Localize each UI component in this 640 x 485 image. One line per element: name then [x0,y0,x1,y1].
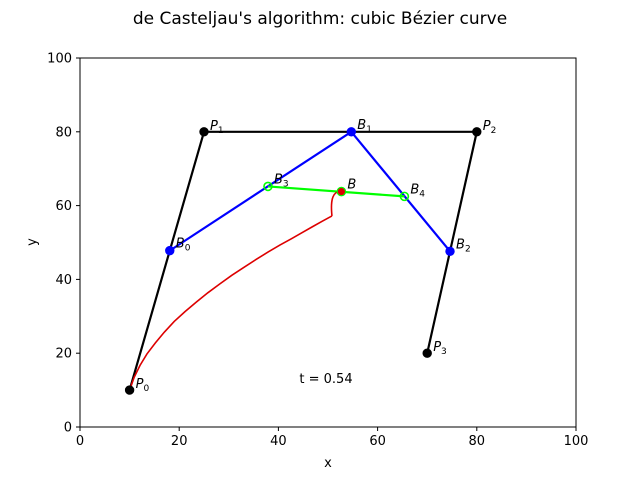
y-tick-label: 40 [55,273,72,288]
level2-point [263,181,273,192]
curve-point-B-label: B [347,178,356,193]
level1-point-label-letter: B [456,237,465,252]
level2-point-label: B4 [410,182,425,199]
x-tick-label: 0 [76,434,84,449]
t-annotation: t = 0.54 [299,372,352,387]
y-tick-label: 100 [47,52,72,67]
level2-point-label-subscript: 3 [283,179,289,189]
control-point-label: P3 [433,340,447,357]
level1-point [165,245,175,256]
y-tick-label: 60 [55,199,72,214]
control-point-label: P1 [210,119,224,136]
control-point-label-letter: P [483,119,491,134]
level1-point-label: B2 [456,237,471,254]
bezier-curve [128,215,333,391]
control-point-label-letter: P [136,377,144,392]
control-point [422,348,432,358]
level2-point [399,191,410,202]
x-tick-label: 100 [564,434,589,449]
control-point [199,127,209,137]
level2-point-label-letter: B [410,182,419,197]
control-point [472,127,482,137]
level1-point-label: B1 [357,118,372,135]
plot-frame [79,57,577,428]
y-axis-label: y [25,238,40,246]
control-point-label-subscript: 1 [218,126,224,136]
x-tick-label: 80 [469,434,486,449]
level1-point [346,127,357,137]
control-point-label-subscript: 0 [143,384,149,394]
level1-point-label-subscript: 1 [366,125,372,135]
x-tick-label: 40 [270,434,287,449]
level1-point-label-letter: B [176,237,185,252]
control-point-label: P0 [136,377,150,394]
control-point-label-subscript: 3 [441,347,447,357]
y-axis: 0 20 40 60 80 100 [47,52,80,436]
level1-point-label-subscript: 2 [465,244,471,254]
control-point [124,385,135,395]
y-tick-label: 0 [64,421,72,436]
y-tick-label: 20 [55,347,72,362]
level2-line [267,185,405,198]
curve-point-B [336,186,347,197]
x-axis-label: x [324,456,332,471]
curve-point-B-label-letter: B [347,178,356,193]
control-point-label-letter: P [210,119,218,134]
level1-point [445,246,455,257]
level2-point-label-subscript: 4 [419,189,425,199]
control-polygon-line [128,130,479,391]
level1-point-label: B0 [176,237,191,254]
chart-title: de Casteljau's algorithm: cubic Bézier c… [133,9,507,29]
control-point-label-subscript: 2 [491,126,497,136]
level1-point-label-subscript: 0 [185,244,191,254]
control-point-label: P2 [483,119,497,136]
level1-point-label-letter: B [357,118,366,133]
level2-point-label: B3 [274,172,289,189]
x-tick-label: 20 [171,434,188,449]
control-point-label-letter: P [433,340,441,355]
level2-point-label-letter: B [274,172,283,187]
x-axis: 0 20 40 60 80 100 [76,427,589,449]
y-tick-label: 80 [55,125,72,140]
x-tick-label: 60 [369,434,386,449]
